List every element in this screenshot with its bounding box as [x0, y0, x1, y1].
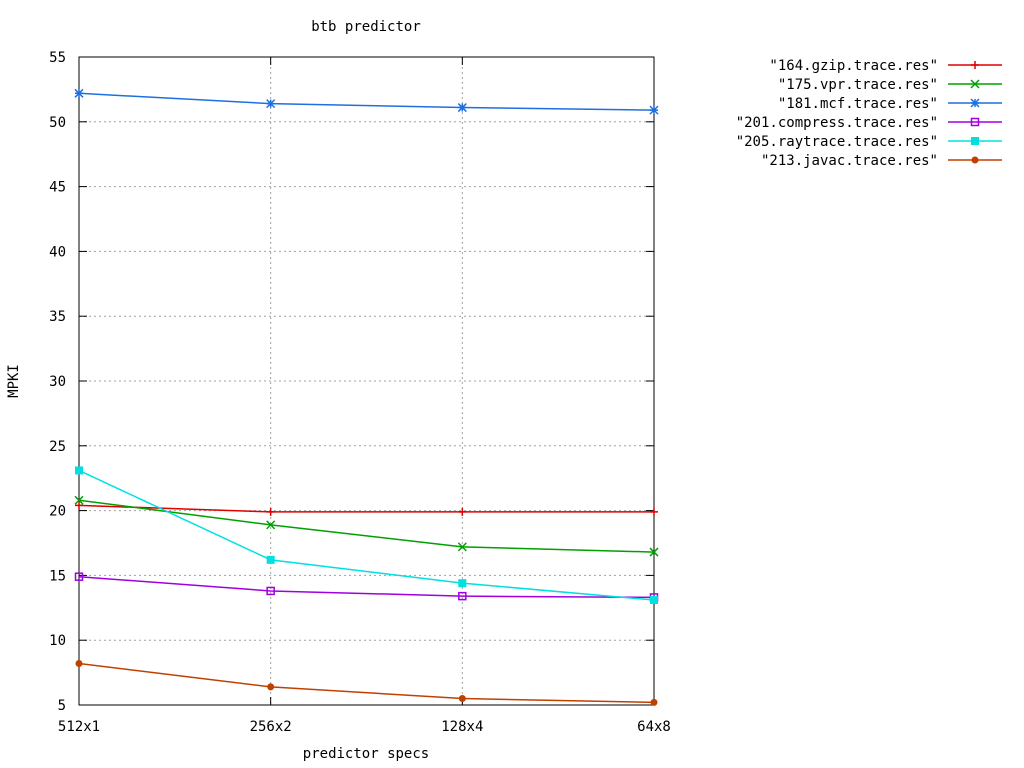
x-tick-label: 64x8 — [637, 719, 671, 735]
series-line — [78, 92, 655, 111]
y-tick-label: 40 — [49, 244, 66, 260]
data-point — [266, 507, 275, 516]
series-line — [78, 504, 654, 513]
y-axis-label: MPKI — [6, 364, 22, 398]
data-point — [458, 591, 467, 601]
series-0 — [75, 501, 658, 516]
x-tick-label: 128x4 — [441, 719, 483, 735]
y-tick-label: 20 — [49, 504, 66, 520]
x-axis-label: predictor specs — [303, 746, 429, 762]
y-tick-label: 15 — [49, 568, 66, 584]
data-point — [267, 683, 275, 691]
data-point — [75, 501, 83, 510]
x-axis-ticks: 512x1 256x2 128x4 64x8 — [58, 57, 671, 735]
legend-entry: "213.javac.trace.res" — [761, 153, 1002, 169]
y-axis-ticks: 5 10 15 20 25 30 35 40 45 50 55 — [49, 50, 654, 714]
data-point — [649, 547, 659, 557]
data-point — [458, 695, 466, 703]
legend-marker — [971, 137, 979, 145]
chart-title: btb predictor — [311, 19, 421, 35]
legend-marker — [970, 117, 980, 127]
series-2 — [74, 88, 659, 115]
y-tick-label: 30 — [49, 374, 66, 390]
legend-marker — [971, 61, 979, 69]
legend-label: "205.raytrace.trace.res" — [736, 134, 938, 150]
y-tick-label: 10 — [49, 633, 66, 649]
data-point — [650, 596, 658, 605]
legend-label: "164.gzip.trace.res" — [769, 58, 938, 74]
series-line — [78, 575, 655, 599]
data-point — [75, 466, 83, 475]
legend-label: "175.vpr.trace.res" — [778, 77, 938, 93]
legend: "164.gzip.trace.res" "175.vpr.trace.res" "… — [736, 58, 1002, 169]
data-point — [457, 103, 467, 113]
y-tick-label: 5 — [58, 698, 66, 714]
legend-entry: "175.vpr.trace.res" — [778, 77, 1002, 93]
data-point — [457, 542, 467, 552]
series-layer — [74, 88, 659, 706]
x-tick-label: 512x1 — [58, 719, 100, 735]
legend-label: "201.compress.trace.res" — [736, 115, 938, 131]
data-point — [650, 698, 658, 706]
data-point — [458, 507, 467, 516]
data-point — [650, 507, 658, 516]
y-tick-label: 45 — [49, 180, 66, 196]
legend-marker — [970, 79, 980, 89]
x-tick-label: 256x2 — [250, 719, 292, 735]
series-line — [78, 499, 655, 553]
data-point — [74, 572, 84, 581]
data-point — [75, 660, 83, 668]
series-5 — [75, 660, 658, 706]
data-point — [458, 579, 467, 588]
legend-label: "213.javac.trace.res" — [761, 153, 938, 169]
series-1 — [74, 495, 659, 557]
series-4 — [75, 466, 658, 605]
data-point — [266, 520, 276, 530]
data-point — [74, 88, 84, 98]
data-point — [74, 495, 84, 505]
y-tick-label: 25 — [49, 439, 66, 455]
legend-entry: "164.gzip.trace.res" — [769, 58, 1002, 74]
legend-entry: "205.raytrace.trace.res" — [736, 134, 1002, 150]
y-tick-label: 55 — [49, 50, 66, 66]
legend-label: "181.mcf.trace.res" — [778, 96, 938, 112]
gridlines — [79, 57, 654, 705]
series-line — [78, 469, 655, 601]
data-point — [266, 99, 276, 109]
y-tick-label: 35 — [49, 309, 66, 325]
series-line — [78, 662, 655, 704]
legend-marker — [971, 156, 979, 164]
y-tick-label: 50 — [49, 115, 66, 131]
data-point — [266, 555, 275, 564]
legend-entry: "201.compress.trace.res" — [736, 115, 1002, 131]
legend-entry: "181.mcf.trace.res" — [778, 96, 1002, 112]
legend-marker — [970, 98, 980, 108]
data-point — [266, 586, 275, 596]
data-point — [649, 105, 659, 115]
